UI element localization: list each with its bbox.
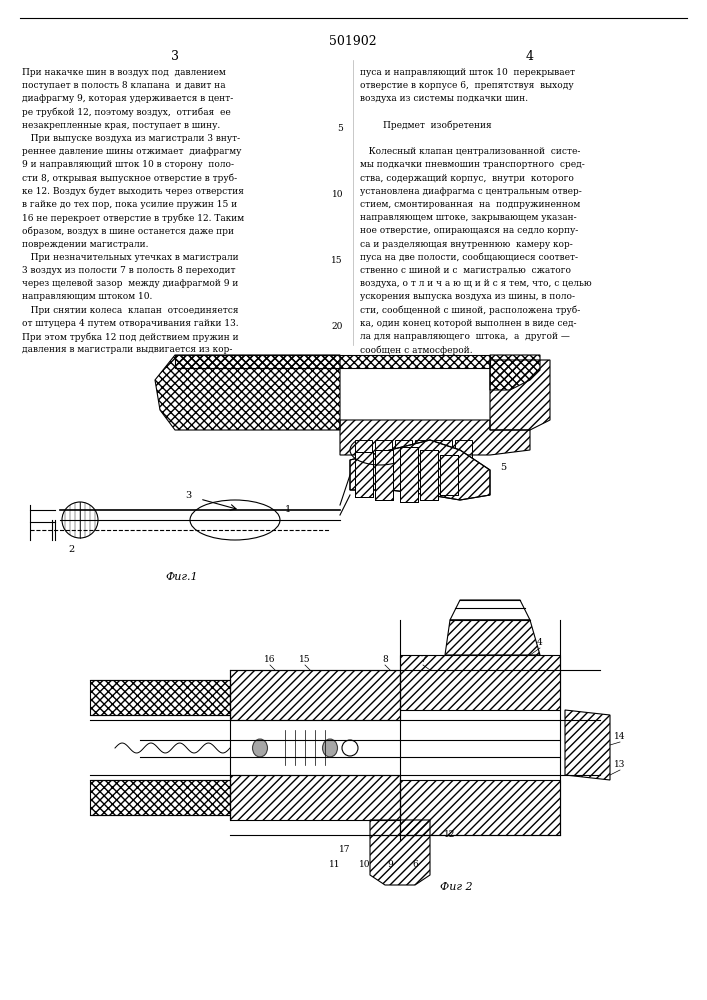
Text: ке 12. Воздух будет выходить через отверстия: ке 12. Воздух будет выходить через отвер… xyxy=(22,187,244,196)
Text: пуса на две полости, сообщающиеся соответ-: пуса на две полости, сообщающиеся соотве… xyxy=(360,253,578,262)
Bar xyxy=(400,447,418,502)
Text: Фиг.1: Фиг.1 xyxy=(165,572,198,582)
Text: са и разделяющая внутреннюю  камеру кор-: са и разделяющая внутреннюю камеру кор- xyxy=(360,240,573,249)
Text: ства, содержащий корпус,  внутри  которого: ства, содержащий корпус, внутри которого xyxy=(360,174,574,183)
Text: стием, смонтированная  на  подпружиненном: стием, смонтированная на подпружиненном xyxy=(360,200,580,209)
Bar xyxy=(355,440,372,480)
Text: При снятии колеса  клапан  отсоединяется: При снятии колеса клапан отсоединяется xyxy=(22,306,238,315)
Bar xyxy=(375,440,392,480)
Text: ла для направляющего  штока,  а  другой —: ла для направляющего штока, а другой — xyxy=(360,332,570,341)
Text: образом, воздух в шине останется даже при: образом, воздух в шине останется даже пр… xyxy=(22,226,234,236)
Text: ре трубкой 12, поэтому воздух,  отгибая  ее: ре трубкой 12, поэтому воздух, отгибая е… xyxy=(22,108,230,117)
Text: сти 8, открывая выпускное отверстие в труб-: сти 8, открывая выпускное отверстие в тр… xyxy=(22,174,237,183)
Text: сти, сообщенной с шиной, расположена труб-: сти, сообщенной с шиной, расположена тру… xyxy=(360,306,580,315)
Text: 3: 3 xyxy=(185,491,192,500)
Text: незакрепленные края, поступает в шину.: незакрепленные края, поступает в шину. xyxy=(22,121,221,130)
Bar xyxy=(375,450,393,500)
Text: через щелевой зазор  между диафрагмой 9 и: через щелевой зазор между диафрагмой 9 и xyxy=(22,279,238,288)
Circle shape xyxy=(342,740,358,756)
Text: в гайке до тех пор, пока усилие пружин 15 и: в гайке до тех пор, пока усилие пружин 1… xyxy=(22,200,238,209)
Text: Предмет  изобретения: Предмет изобретения xyxy=(360,121,491,130)
Text: 9 и направляющий шток 10 в сторону  поло-: 9 и направляющий шток 10 в сторону поло- xyxy=(22,160,234,169)
Text: диафрагму 9, которая удерживается в цент-: диафрагму 9, которая удерживается в цент… xyxy=(22,94,233,103)
Text: пуса и направляющий шток 10  перекрывает: пуса и направляющий шток 10 перекрывает xyxy=(360,68,575,77)
Text: При накачке шин в воздух под  давлением: При накачке шин в воздух под давлением xyxy=(22,68,226,77)
Text: При этом трубка 12 под действием пружин и: При этом трубка 12 под действием пружин … xyxy=(22,332,239,342)
Text: от штуцера 4 путем отворачивания гайки 13.: от штуцера 4 путем отворачивания гайки 1… xyxy=(22,319,239,328)
Text: 17: 17 xyxy=(339,845,351,854)
Text: 4: 4 xyxy=(526,50,534,63)
Text: 4: 4 xyxy=(537,638,543,647)
Text: Колесный клапан централизованной  систе-: Колесный клапан централизованной систе- xyxy=(360,147,580,156)
Bar xyxy=(395,440,412,480)
Bar xyxy=(420,450,438,500)
Bar xyxy=(355,452,373,497)
Text: ственно с шиной и с  магистралью  сжатого: ственно с шиной и с магистралью сжатого xyxy=(360,266,571,275)
Text: 501902: 501902 xyxy=(329,35,377,48)
Text: 8: 8 xyxy=(382,655,388,664)
Text: 13: 13 xyxy=(614,760,626,769)
Text: воздуха из системы подкачки шин.: воздуха из системы подкачки шин. xyxy=(360,94,528,103)
Text: воздуха, о т л и ч а ю щ и й с я тем, что, с целью: воздуха, о т л и ч а ю щ и й с я тем, чт… xyxy=(360,279,592,288)
Text: 7: 7 xyxy=(420,655,426,664)
Bar xyxy=(455,440,472,480)
Text: направляющем штоке, закрывающем указан-: направляющем штоке, закрывающем указан- xyxy=(360,213,577,222)
Text: 15: 15 xyxy=(299,655,311,664)
Bar xyxy=(440,455,458,495)
Text: 15: 15 xyxy=(332,256,343,265)
Text: ка, один конец которой выполнен в виде сед-: ка, один конец которой выполнен в виде с… xyxy=(360,319,576,328)
Text: 6: 6 xyxy=(412,860,418,869)
Text: 2: 2 xyxy=(69,545,75,554)
Text: ускорения выпуска воздуха из шины, в поло-: ускорения выпуска воздуха из шины, в пол… xyxy=(360,292,575,301)
Text: давления в магистрали выдвигается из кор-: давления в магистрали выдвигается из кор… xyxy=(22,345,233,354)
Text: мы подкачки пневмошин транспортного  сред-: мы подкачки пневмошин транспортного сред… xyxy=(360,160,585,169)
Bar xyxy=(440,455,458,495)
Text: направляющим штоком 10.: направляющим штоком 10. xyxy=(22,292,153,301)
Bar xyxy=(375,450,393,500)
Text: 1: 1 xyxy=(285,506,291,514)
Ellipse shape xyxy=(252,739,267,757)
Text: При выпуске воздуха из магистрали 3 внут-: При выпуске воздуха из магистрали 3 внут… xyxy=(22,134,240,143)
Text: 3: 3 xyxy=(171,50,179,63)
Bar xyxy=(435,440,452,480)
Text: 20: 20 xyxy=(332,322,343,331)
Text: 5: 5 xyxy=(337,124,343,133)
Bar xyxy=(420,450,438,500)
Polygon shape xyxy=(350,440,490,500)
Bar xyxy=(415,440,432,480)
Text: 11: 11 xyxy=(329,860,341,869)
Text: повреждении магистрали.: повреждении магистрали. xyxy=(22,240,148,249)
Text: установлена диафрагма с центральным отвер-: установлена диафрагма с центральным отве… xyxy=(360,187,582,196)
Text: ное отверстие, опирающаяся на седло корпу-: ное отверстие, опирающаяся на седло корп… xyxy=(360,226,578,235)
Ellipse shape xyxy=(322,739,337,757)
Text: 9: 9 xyxy=(387,860,393,869)
Text: сообщен с атмосферой.: сообщен с атмосферой. xyxy=(360,345,472,355)
Text: 14: 14 xyxy=(614,732,626,741)
Text: 3 воздух из полости 7 в полость 8 переходит: 3 воздух из полости 7 в полость 8 перехо… xyxy=(22,266,235,275)
Text: 16 не перекроет отверстие в трубке 12. Таким: 16 не перекроет отверстие в трубке 12. Т… xyxy=(22,213,244,223)
Text: 10: 10 xyxy=(359,860,370,869)
Text: При незначительных утечках в магистрали: При незначительных утечках в магистрали xyxy=(22,253,239,262)
Bar xyxy=(355,452,373,497)
Text: 5: 5 xyxy=(500,464,506,473)
Text: реннее давление шины отжимает  диафрагму: реннее давление шины отжимает диафрагму xyxy=(22,147,241,156)
Text: 12: 12 xyxy=(444,830,456,839)
Text: 10: 10 xyxy=(332,190,343,199)
Bar xyxy=(400,447,418,502)
Text: поступает в полость 8 клапана  и давит на: поступает в полость 8 клапана и давит на xyxy=(22,81,226,90)
Text: Фиг 2: Фиг 2 xyxy=(440,882,472,892)
Text: отверстие в корпусе 6,  препятствуя  выходу: отверстие в корпусе 6, препятствуя выход… xyxy=(360,81,573,90)
Text: 16: 16 xyxy=(264,655,276,664)
